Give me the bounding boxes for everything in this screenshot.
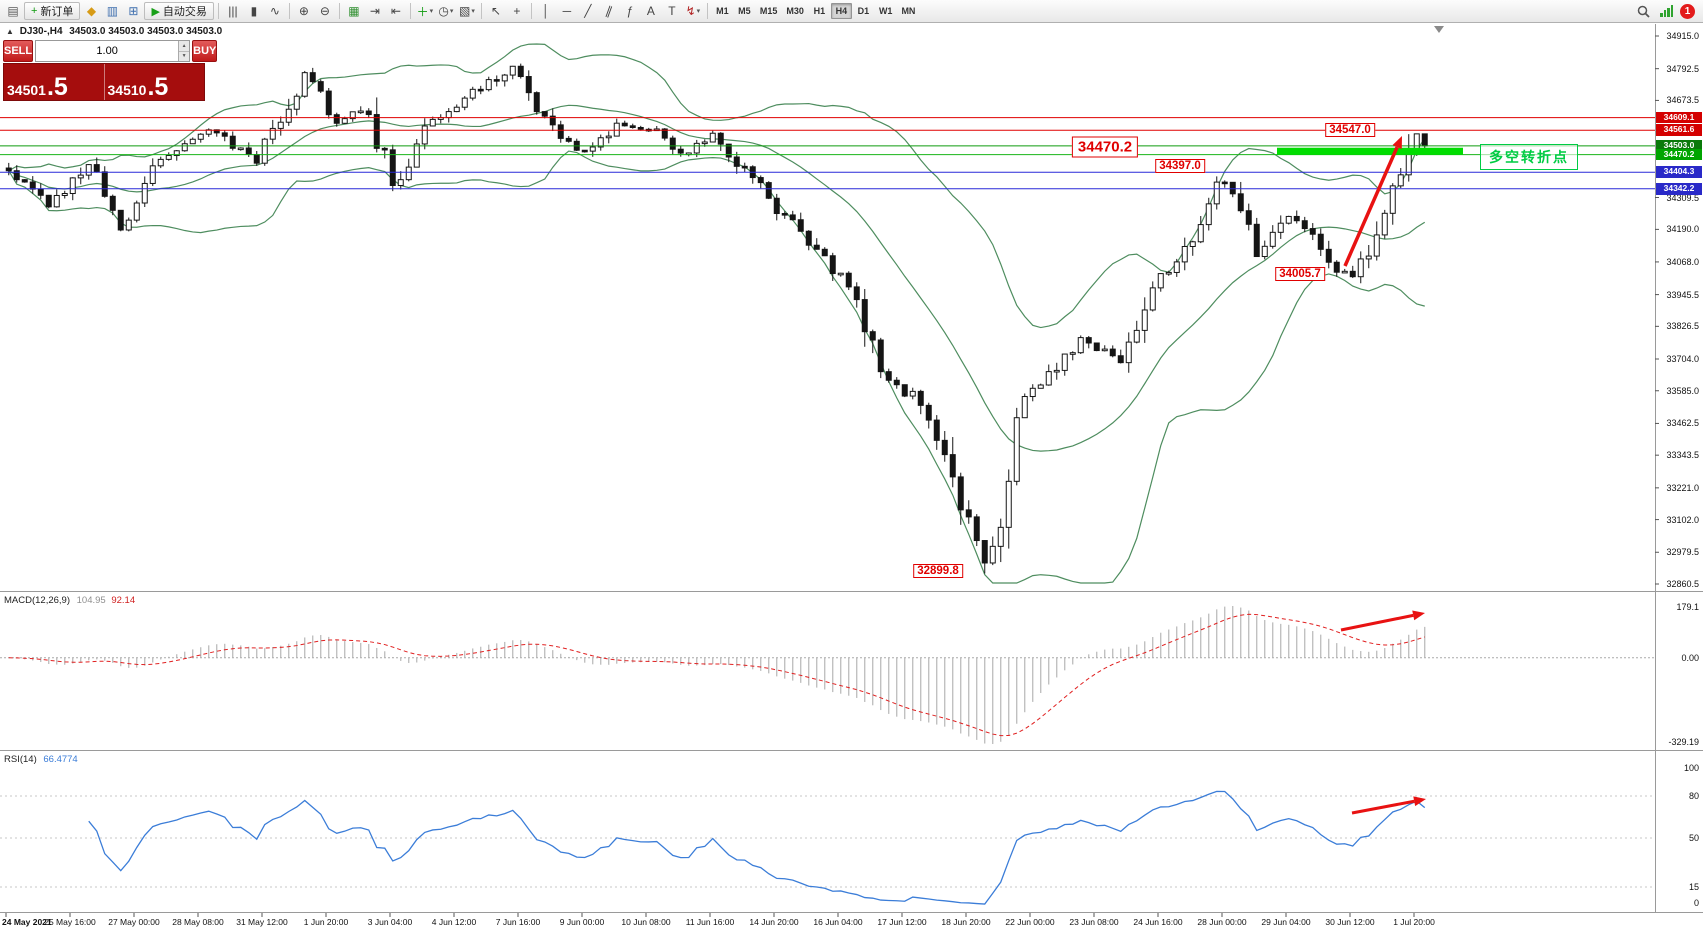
timeframe-w1[interactable]: W1 <box>878 6 893 16</box>
arrows-icon[interactable]: ↯ ▾ <box>685 4 701 18</box>
auto-scroll-icon[interactable]: ⇥ <box>369 4 380 18</box>
chart-ohlc-values: 34503.0 34503.0 34503.0 34503.0 <box>69 26 223 37</box>
indicators-icon[interactable]: ＋ ▾ <box>416 4 434 19</box>
macd-main-value: 104.95 <box>76 595 106 606</box>
toolbar-separator <box>409 3 411 19</box>
data-window-icon[interactable]: ▥ <box>106 4 119 18</box>
buy-price-main: 34510 <box>107 81 147 98</box>
volume-increase-button[interactable]: ▲ <box>179 41 190 52</box>
turning-point-label[interactable]: 多空转折点 <box>1480 144 1578 170</box>
volume-field: ▲ ▼ <box>35 40 191 62</box>
bollinger-middle <box>8 104 1426 452</box>
sell-button[interactable]: SELL <box>3 40 34 62</box>
buy-price-display[interactable]: 34510.5 <box>103 64 205 101</box>
bollinger-lower <box>8 150 1425 584</box>
zoom-in-icon[interactable]: ⊕ <box>298 4 309 18</box>
bollinger-bands <box>8 43 1426 584</box>
toolbar-separator <box>288 3 290 19</box>
channel-icon[interactable]: ∥ <box>603 3 615 19</box>
vertical-line-icon[interactable]: │ <box>542 4 550 18</box>
macd-signal-value: 92.14 <box>111 595 136 606</box>
rsi-line <box>88 790 1426 905</box>
timeframe-m1[interactable]: M1 <box>716 6 729 16</box>
toolbar-separator <box>217 3 219 19</box>
text-label-icon[interactable]: T <box>668 4 676 18</box>
support-zone-bar[interactable] <box>1277 147 1463 155</box>
volume-decrease-button[interactable]: ▼ <box>179 51 190 61</box>
price-annotation-label[interactable]: 34397.0 <box>1155 159 1205 173</box>
rsi-title: RSI(14) <box>4 754 37 765</box>
volume-spinner: ▲ ▼ <box>178 41 190 61</box>
toolbar-separator <box>338 3 340 19</box>
quote-display: 34501.5 34510.5 <box>3 63 205 101</box>
bollinger-upper <box>8 43 1426 329</box>
chart-symbol-period: DJ30-,H4 <box>19 26 63 37</box>
candlestick-chart-icon[interactable]: ▮ <box>250 4 258 18</box>
macd-series <box>0 606 1655 744</box>
one-click-trading-panel: SELL ▲ ▼ BUY 34501.5 34510.5 <box>3 40 218 101</box>
chart-header: ▲ DJ30-,H4 34503.0 34503.0 34503.0 34503… <box>6 26 222 37</box>
rsi-indicator-label: RSI(14) 66.4774 <box>4 754 78 765</box>
templates-icon[interactable]: ▧ ▾ <box>458 4 475 18</box>
main-toolbar: ▤ + 新订单 ◆ ▥ ⊞ ▶ 自动交易 ||| ▮ ∿ ⊕ ⊖ ▦ ⇥ ⇤ ＋ ▾ ◷ ▾ ▧ ▾ ↖ + │ ─ ╱ ∥ ƒ A T ↯ ▾… <box>0 0 1703 23</box>
volume-input[interactable] <box>36 41 179 61</box>
horizontal-line-icon[interactable]: ─ <box>562 4 572 18</box>
crosshair-icon[interactable]: + <box>513 4 521 18</box>
timeframe-m30[interactable]: M30 <box>786 6 804 16</box>
bar-chart-icon[interactable]: ||| <box>228 4 238 18</box>
buy-price-big-digit: .5 <box>147 72 169 101</box>
toolbar-separator <box>706 3 708 19</box>
chart-shift-icon[interactable]: ⇤ <box>390 4 401 18</box>
tile-windows-icon[interactable]: ▦ <box>348 4 360 18</box>
new-chart-icon[interactable]: ▤ <box>7 4 19 18</box>
sell-price-big-digit: .5 <box>46 72 68 101</box>
oneclick-collapse-toggle[interactable]: ▲ <box>6 27 14 36</box>
axes <box>0 24 1703 917</box>
rsi-series <box>0 790 1655 905</box>
timeframe-m15[interactable]: M15 <box>759 6 778 16</box>
fibonacci-icon[interactable]: ƒ <box>626 4 634 18</box>
search-icon[interactable] <box>1633 2 1653 20</box>
new-order-button[interactable]: + 新订单 <box>24 2 81 20</box>
timeframe-h1[interactable]: H1 <box>813 6 826 16</box>
connection-status-icon <box>1660 5 1673 17</box>
toolbar-right-cluster: 1 <box>1633 2 1700 20</box>
periods-icon[interactable]: ◷ ▾ <box>438 4 454 18</box>
price-annotation-label[interactable]: 32899.8 <box>913 564 963 578</box>
toolbar-separator <box>480 3 482 19</box>
timeframe-h4[interactable]: H4 <box>830 3 852 19</box>
terminal-icon[interactable]: ⊞ <box>128 4 139 18</box>
sell-price-main: 34501 <box>7 81 46 98</box>
marketwatch-icon[interactable]: ◆ <box>86 4 97 18</box>
macd-signal-line <box>8 613 1425 737</box>
price-annotation-label[interactable]: 34470.2 <box>1071 136 1139 158</box>
price-annotation-label[interactable]: 34005.7 <box>1275 267 1325 281</box>
timeframe-mn[interactable]: MN <box>901 6 916 16</box>
price-annotation-label[interactable]: 34547.0 <box>1325 123 1375 137</box>
toolbar-items: ▤ + 新订单 ◆ ▥ ⊞ ▶ 自动交易 ||| ▮ ∿ ⊕ ⊖ ▦ ⇥ ⇤ ＋ ▾ ◷ ▾ ▧ ▾ ↖ + │ ─ ╱ ∥ ƒ A T ↯ ▾ <box>3 2 711 20</box>
rsi-value: 66.4774 <box>43 754 78 765</box>
timeframe-m5[interactable]: M5 <box>738 6 751 16</box>
cursor-icon[interactable]: ↖ <box>490 4 501 18</box>
candlestick-series <box>5 63 1428 574</box>
timeframe-d1[interactable]: D1 <box>857 6 870 16</box>
toolbar-separator <box>530 3 532 19</box>
annotation-arrows <box>1340 136 1426 815</box>
sell-price-display[interactable]: 34501.5 <box>4 64 104 100</box>
buy-button[interactable]: BUY <box>192 40 218 62</box>
autotrading-button[interactable]: ▶ 自动交易 <box>144 2 214 20</box>
line-chart-icon[interactable]: ∿ <box>269 4 280 18</box>
chart-shift-marker <box>1434 26 1444 33</box>
notification-badge[interactable]: 1 <box>1680 3 1695 19</box>
timeframe-toolbar: M1 M5 M15 M30 H1 H4 D1 W1 MN <box>712 3 920 19</box>
text-icon[interactable]: A <box>646 4 655 18</box>
macd-title: MACD(12,26,9) <box>4 595 70 606</box>
trendline-icon[interactable]: ╱ <box>584 4 592 18</box>
zoom-out-icon[interactable]: ⊖ <box>319 4 330 18</box>
macd-indicator-label: MACD(12,26,9) 104.95 92.14 <box>4 595 135 606</box>
